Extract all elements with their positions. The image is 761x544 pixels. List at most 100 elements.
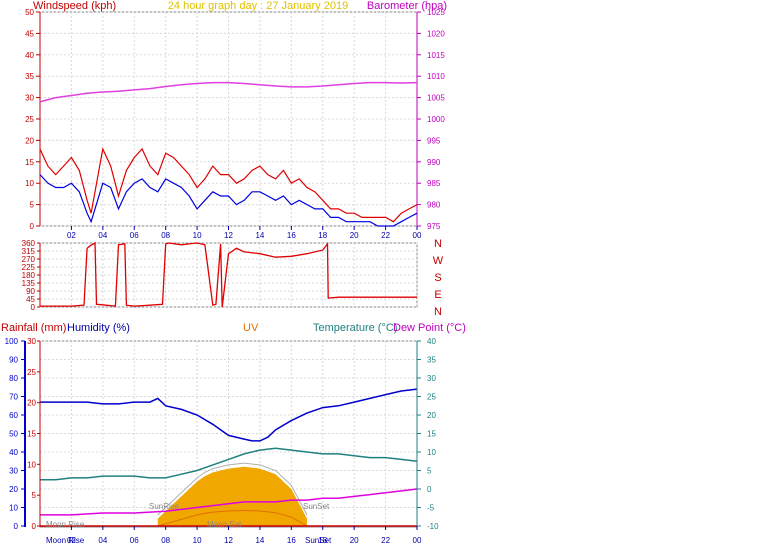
temperature-panel: 0102030405060708090100051015202530-10-50… (1, 322, 466, 544)
windspeed-series (39, 147, 418, 223)
temp-x-tick-label: 10 (193, 536, 202, 544)
rain-tick-label: 5 (32, 491, 37, 500)
humidity-tick-label: 90 (9, 356, 18, 365)
wind-x-tick-label: 14 (255, 231, 264, 240)
baro-tick-label: 975 (427, 222, 441, 231)
direction-tick-label: 225 (22, 263, 36, 272)
temp-x-tick-label: 22 (381, 536, 390, 544)
wind-tick-label: 50 (25, 8, 34, 17)
wind-tick-label: 45 (25, 29, 34, 38)
legend-temperature: Temperature (°C) (313, 322, 397, 334)
temp-tick-label: 20 (427, 411, 436, 420)
compass-label: S (434, 272, 441, 284)
baro-tick-label: 990 (427, 158, 441, 167)
wind-tick-label: 15 (25, 158, 34, 167)
wind-x-tick-label: 00 (413, 231, 422, 240)
barometer-series (39, 81, 418, 103)
wind-x-tick-label: 12 (224, 231, 233, 240)
baro-tick-label: 1005 (427, 94, 445, 103)
rain-tick-label: 30 (27, 337, 36, 346)
direction-tick-label: 270 (22, 255, 36, 264)
wind-x-tick-label: 08 (161, 231, 170, 240)
temp-tick-label: 10 (427, 448, 436, 457)
humidity-series (40, 388, 418, 442)
baro-tick-label: 985 (427, 179, 441, 188)
wind-x-tick-label: 06 (130, 231, 139, 240)
wind-baro-panel: 0510152025303540455097598098599099510001… (25, 0, 447, 240)
legend-dew-point: Dew Point (°C) (393, 322, 466, 334)
wind-tick-label: 35 (25, 72, 34, 81)
compass-label: W (433, 255, 444, 267)
humidity-tick-label: 30 (9, 467, 18, 476)
temp-tick-label: 30 (427, 374, 436, 383)
humidity-tick-label: 40 (9, 448, 18, 457)
compass-label: N (434, 238, 442, 250)
wind-tick-label: 5 (30, 201, 35, 210)
temperature-series (40, 447, 418, 481)
temp-x-tick-label: 06 (130, 536, 139, 544)
temp-x-tick-label: 08 (161, 536, 170, 544)
rain-tick-label: 15 (27, 430, 36, 439)
temp-ticks: 0102030405060708090100051015202530-10-50… (5, 337, 439, 544)
baro-tick-label: 1000 (427, 115, 445, 124)
humidity-tick-label: 20 (9, 485, 18, 494)
direction-tick-label: 45 (26, 295, 35, 304)
wind-tick-label: 0 (30, 222, 35, 231)
wind-x-tick-label: 18 (318, 231, 327, 240)
temp-x-tick-label: 16 (287, 536, 296, 544)
wind-axis-title: Windspeed (kph) (33, 0, 116, 12)
humidity-tick-label: 100 (5, 337, 19, 346)
dew-point-series (40, 488, 418, 516)
temp-x-tick-label: 20 (350, 536, 359, 544)
temp-tick-label: -10 (427, 522, 439, 531)
wind-direction-series (40, 241, 417, 308)
direction-tick-label: 90 (26, 287, 35, 296)
direction-tick-label: 0 (31, 303, 36, 312)
baro-axis-title: Barometer (hpa) (367, 0, 447, 12)
direction-tick-label: 315 (22, 247, 36, 256)
wind-tick-label: 40 (25, 51, 34, 60)
wind-x-tick-label: 02 (67, 231, 76, 240)
legend-rainfall: Rainfall (mm) (1, 322, 66, 334)
temp-tick-label: 15 (427, 430, 436, 439)
legend-uv: UV (243, 322, 259, 334)
direction-tick-label: 180 (22, 271, 36, 280)
wind-average-series (39, 174, 418, 227)
direction-tick-label: 360 (22, 239, 36, 248)
temp-tick-label: 25 (427, 393, 436, 402)
compass-label: N (434, 306, 442, 318)
rain-tick-label: 10 (27, 460, 36, 469)
temp-x-tick-label: 18 (318, 536, 327, 544)
temp-tick-label: 5 (427, 467, 432, 476)
compass-label: E (434, 289, 441, 301)
direction-tick-label: 135 (22, 279, 36, 288)
temp-tick-label: 0 (427, 485, 432, 494)
humidity-tick-label: 0 (14, 522, 19, 531)
wind-x-tick-label: 16 (287, 231, 296, 240)
wind-ticks: 0510152025303540455097598098599099510001… (25, 8, 445, 240)
humidity-tick-label: 60 (9, 411, 18, 420)
solar-area (157, 466, 308, 526)
temp-tick-label: 40 (427, 337, 436, 346)
uv-series (157, 509, 308, 527)
rain-tick-label: 20 (27, 399, 36, 408)
wind-x-tick-label: 10 (193, 231, 202, 240)
temp-tick-label: -5 (427, 504, 435, 513)
baro-tick-label: 1015 (427, 51, 445, 60)
humidity-tick-label: 10 (9, 504, 18, 513)
baro-tick-label: 995 (427, 136, 441, 145)
temp-x-tick-label: 04 (98, 536, 107, 544)
humidity-tick-label: 70 (9, 393, 18, 402)
wind-tick-label: 20 (25, 136, 34, 145)
rain-tick-label: 0 (32, 522, 37, 531)
baro-tick-label: 1020 (427, 29, 445, 38)
chart-title: 24 hour graph day : 27 January 2019 (168, 0, 348, 12)
solar-max-curve (157, 462, 308, 516)
legend-humidity: Humidity (%) (67, 322, 130, 334)
humidity-tick-label: 80 (9, 374, 18, 383)
moon-set-label: Moon Set (207, 520, 242, 529)
rain-tick-label: 25 (27, 368, 36, 377)
